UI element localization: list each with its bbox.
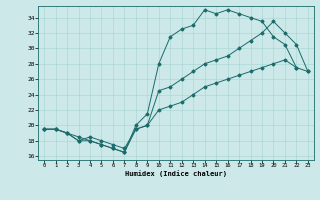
X-axis label: Humidex (Indice chaleur): Humidex (Indice chaleur) <box>125 170 227 177</box>
